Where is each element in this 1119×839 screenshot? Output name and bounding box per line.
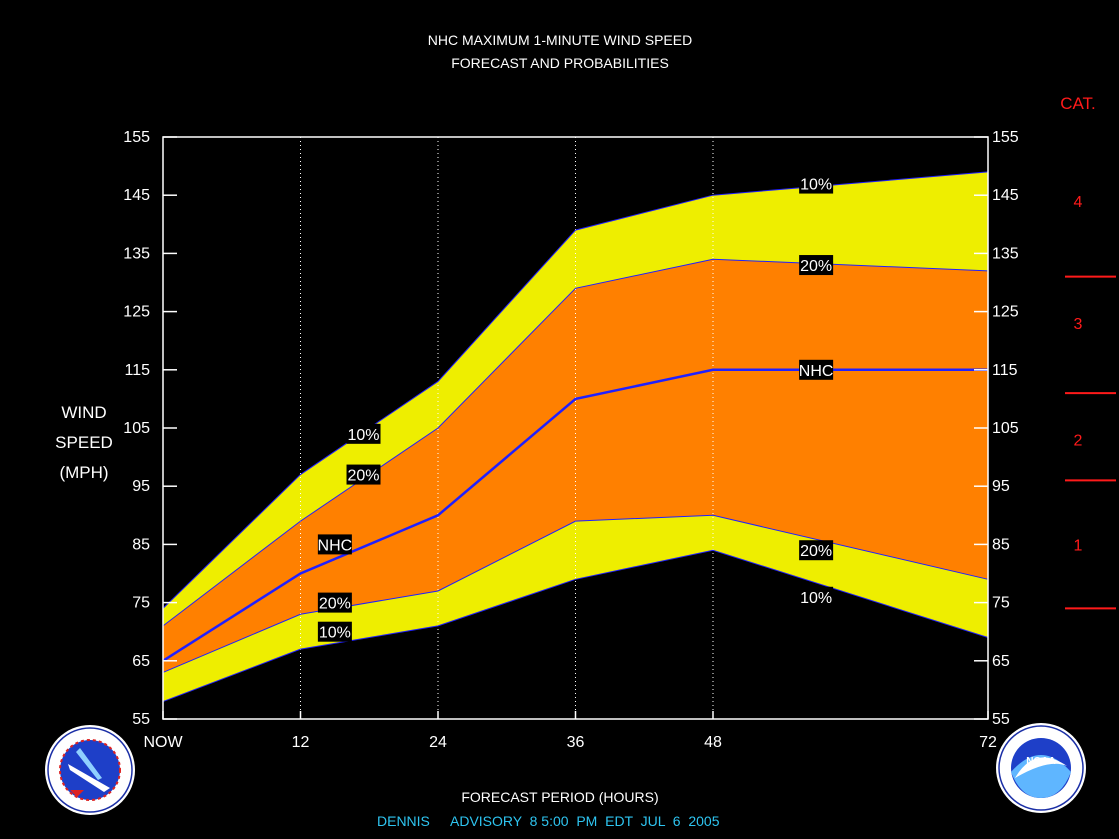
weather-service-logo	[45, 725, 135, 815]
x-tick-label: 72	[979, 734, 997, 751]
annotation-label: 20%	[799, 540, 834, 561]
y-tick-label-left: 65	[132, 653, 150, 670]
annotation-box	[317, 534, 352, 555]
annotation-label: 20%	[346, 464, 381, 485]
y-tick-label-right: 125	[992, 304, 1019, 321]
series-line-upper-20	[162, 258, 989, 627]
annotation-box	[799, 359, 834, 380]
x-tick-label: 36	[567, 734, 585, 751]
annotation-label: 10%	[346, 423, 381, 444]
noaa-logo: NOAA	[996, 723, 1086, 813]
series-line-upper-10	[162, 171, 989, 609]
annotation-box	[799, 540, 834, 561]
chart-annotations: 10% 20% NHC 20% 10% 10% 20% NHC 20% 10%	[317, 173, 834, 642]
x-tick-label: NOW	[143, 734, 183, 751]
y-tick-label-right: 85	[992, 536, 1010, 553]
x-tick-label: 48	[704, 734, 722, 751]
y-tick-label-left: 55	[132, 711, 150, 728]
annotation-label: NHC	[317, 534, 353, 555]
y-tick-label-right: 55	[992, 711, 1010, 728]
advisory-info: ADVISORY 8 5:00 PM EDT JUL 6 2005	[450, 813, 720, 829]
annotation-label: NHC	[799, 359, 834, 380]
annotation-text: 10%	[800, 590, 832, 607]
category-scale: CAT. 4 3 2 1	[1060, 94, 1116, 610]
annotation-text: 20%	[348, 468, 380, 485]
x-tick-label: 12	[292, 734, 310, 751]
y-tick-label-left: 115	[124, 362, 150, 379]
y-tick-label-right: 65	[992, 653, 1010, 670]
annotation-label: 10%	[799, 586, 834, 607]
y-tick-label-left: 95	[132, 478, 150, 495]
y-tick-label-right: 95	[992, 478, 1010, 495]
annotation-box	[317, 621, 352, 642]
y-axis-label-line: (MPH)	[59, 463, 108, 482]
y-tick-label-right: 105	[992, 420, 1019, 437]
annotation-label: 20%	[799, 255, 834, 276]
y-tick-label-left: 85	[132, 536, 150, 553]
annotation-box	[799, 173, 834, 194]
y-axis-label-line: WIND	[61, 403, 106, 422]
category-label-2: 2	[1074, 433, 1083, 450]
annotation-text: 10%	[800, 177, 832, 194]
x-tick-label: 24	[429, 734, 447, 751]
y-tick-label-left: 75	[132, 595, 150, 612]
annotation-box	[799, 586, 834, 607]
annotation-label: 10%	[799, 173, 834, 194]
chart-title-line1: NHC MAXIMUM 1-MINUTE WIND SPEED	[428, 32, 692, 48]
series-line-nhc	[162, 368, 988, 662]
annotation-text: 20%	[800, 258, 832, 275]
y-tick-label-left: 135	[123, 245, 150, 262]
annotation-box	[346, 423, 381, 444]
annotation-text: NHC	[318, 537, 353, 554]
annotation-label: 20%	[317, 592, 352, 613]
category-label-3: 3	[1074, 316, 1083, 333]
y-axis-label-line: SPEED	[55, 433, 113, 452]
series-lines	[162, 171, 989, 703]
chart-title-line2: FORECAST AND PROBABILITIES	[451, 55, 669, 71]
y-tick-label-right: 135	[992, 245, 1019, 262]
y-tick-label-right: 115	[992, 362, 1018, 379]
y-tick-label-left: 145	[123, 187, 150, 204]
series-line-lower-20	[162, 514, 989, 673]
annotation-box	[799, 255, 834, 276]
category-label-4: 4	[1074, 194, 1083, 211]
y-tick-label-left: 105	[123, 420, 150, 437]
annotation-box	[317, 592, 352, 613]
y-tick-label-left: 155	[123, 129, 150, 146]
y-tick-label-right: 75	[992, 595, 1010, 612]
annotation-text: 20%	[800, 543, 832, 560]
y-tick-label-right: 155	[992, 129, 1019, 146]
category-label-1: 1	[1074, 537, 1083, 554]
plot-areas	[163, 171, 988, 702]
advisory-storm-name: DENNIS	[377, 813, 430, 829]
category-header: CAT.	[1060, 94, 1096, 113]
annotation-label: 10%	[317, 621, 352, 642]
annotation-text: 20%	[319, 596, 351, 613]
annotation-box	[346, 464, 381, 485]
x-axis-label: FORECAST PERIOD (HOURS)	[461, 789, 658, 805]
gridlines	[300, 137, 714, 719]
noaa-logo-text: NOAA	[1026, 756, 1055, 767]
y-tick-label-right: 145	[992, 187, 1019, 204]
axis-ticks: 55 55 65 65 75 75 85 85 95 95 105 105 115 115 125 125 13…	[55, 129, 1019, 751]
annotation-text: NHC	[799, 363, 834, 380]
annotation-text: 10%	[319, 625, 351, 642]
series-line-lower-10	[162, 549, 989, 703]
annotation-text: 10%	[348, 427, 380, 444]
y-tick-label-left: 125	[123, 304, 150, 321]
